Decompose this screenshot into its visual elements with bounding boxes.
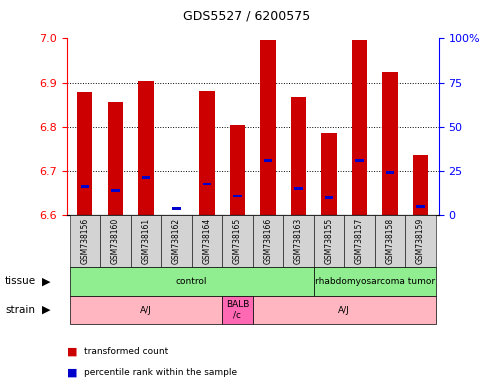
Text: GSM738160: GSM738160 <box>111 218 120 264</box>
Bar <box>413 156 428 215</box>
Text: control: control <box>176 277 208 286</box>
Text: GSM738166: GSM738166 <box>263 218 273 264</box>
Text: GSM738162: GSM738162 <box>172 218 181 264</box>
Text: strain: strain <box>5 305 35 315</box>
Bar <box>325 196 333 199</box>
Bar <box>416 205 424 207</box>
Bar <box>203 183 211 185</box>
Text: percentile rank within the sample: percentile rank within the sample <box>84 368 237 377</box>
Text: rhabdomyosarcoma tumor: rhabdomyosarcoma tumor <box>315 277 435 286</box>
Text: GSM738164: GSM738164 <box>203 218 211 264</box>
Text: A/J: A/J <box>338 306 350 314</box>
Bar <box>352 40 367 215</box>
Text: A/J: A/J <box>140 306 152 314</box>
Text: BALB
/c: BALB /c <box>226 300 249 320</box>
Text: GSM738156: GSM738156 <box>80 218 89 264</box>
Text: GSM738161: GSM738161 <box>141 218 150 264</box>
Bar <box>138 81 153 215</box>
Text: ▶: ▶ <box>42 305 50 315</box>
Bar <box>81 185 89 188</box>
Text: transformed count: transformed count <box>84 347 168 356</box>
Text: ■: ■ <box>67 367 77 377</box>
Bar <box>111 189 120 192</box>
Bar <box>294 187 303 190</box>
Text: GSM738157: GSM738157 <box>355 218 364 264</box>
Bar <box>355 159 364 162</box>
Bar <box>386 171 394 174</box>
Bar <box>233 195 242 197</box>
Text: GSM738163: GSM738163 <box>294 218 303 264</box>
Bar <box>230 124 245 215</box>
Text: ▶: ▶ <box>42 276 50 286</box>
Bar <box>172 207 180 210</box>
Bar <box>260 40 276 215</box>
Bar <box>321 133 337 215</box>
Text: GSM738165: GSM738165 <box>233 218 242 264</box>
Bar <box>77 92 93 215</box>
Text: GSM738155: GSM738155 <box>324 218 333 264</box>
Bar <box>291 97 306 215</box>
Text: tissue: tissue <box>5 276 36 286</box>
Text: GDS5527 / 6200575: GDS5527 / 6200575 <box>183 10 310 23</box>
Bar <box>264 159 272 162</box>
Bar <box>108 103 123 215</box>
Bar <box>141 176 150 179</box>
Bar <box>383 72 397 215</box>
Text: ■: ■ <box>67 346 77 356</box>
Text: GSM738158: GSM738158 <box>386 218 394 264</box>
Bar <box>199 91 214 215</box>
Text: GSM738159: GSM738159 <box>416 218 425 264</box>
